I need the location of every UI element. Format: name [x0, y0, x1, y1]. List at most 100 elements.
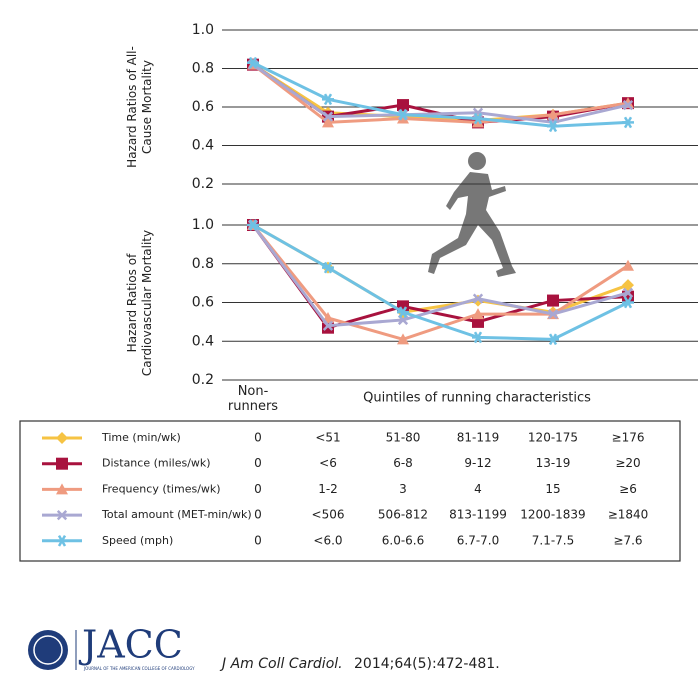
point-marker [472, 331, 484, 344]
marker-shape [547, 108, 559, 120]
y-tick-label: 0.4 [192, 138, 214, 154]
y-tick-label: 0.2 [192, 176, 214, 192]
legend-cell: ≥6 [619, 482, 637, 496]
marker-shape [322, 116, 334, 128]
legend-cell: 4 [474, 482, 482, 496]
marker-shape [323, 261, 333, 274]
point-marker [56, 534, 68, 547]
point-marker [322, 116, 334, 128]
series-line [252, 223, 629, 341]
marker-shape [56, 432, 68, 444]
citation: 2014;64(5):472-481. [354, 656, 500, 672]
legend-cell: 3 [399, 482, 407, 496]
marker-shape [397, 333, 409, 345]
series-line [251, 224, 629, 341]
point-marker [56, 509, 68, 521]
marker-shape [398, 306, 408, 319]
point-marker [547, 308, 559, 320]
point-marker [397, 112, 409, 124]
marker-shape [548, 333, 558, 346]
logo-text: JACC [78, 623, 183, 667]
legend-cell: <506 [312, 508, 345, 522]
y-tick-label: 0.6 [192, 295, 214, 311]
legend-cell: 0 [254, 431, 262, 445]
legend-cell: 0 [254, 456, 262, 470]
y-tick-label: 0.6 [192, 99, 214, 115]
legend-cell: 1200-1839 [520, 508, 585, 522]
marker-shape [56, 457, 68, 470]
logo-emblem [33, 635, 63, 665]
point-marker [472, 308, 484, 320]
marker-shape [622, 259, 634, 271]
point-marker [322, 93, 334, 106]
legend-cell: 13-19 [536, 456, 571, 470]
legend-label: Frequency (times/wk) [102, 482, 221, 495]
point-marker [397, 306, 409, 319]
series-line [252, 63, 629, 124]
legend-cell: ≥1840 [608, 508, 649, 522]
legend-cell: 51-80 [386, 431, 421, 445]
legend-label: Time (min/wk) [101, 431, 181, 444]
runner-silhouette [428, 152, 516, 277]
marker-shape [548, 120, 558, 133]
point-marker [247, 56, 259, 69]
y-tick-label: 0.8 [192, 256, 214, 272]
point-marker [397, 108, 409, 121]
marker-shape [248, 56, 258, 69]
citation-journal: J Am Coll Cardiol. [219, 656, 343, 672]
marker-shape [57, 534, 67, 547]
marker-shape [623, 296, 633, 309]
legend-label: Distance (miles/wk) [102, 457, 211, 470]
point-marker [322, 111, 334, 122]
point-marker [56, 432, 68, 444]
y-tick-label: 0.2 [192, 372, 214, 388]
marker-shape [248, 219, 258, 231]
point-marker [622, 287, 634, 298]
legend-box [19, 420, 681, 562]
legend-cell: 0 [254, 533, 262, 547]
point-marker [472, 112, 484, 125]
legend-cell: 7.1-7.5 [532, 533, 575, 547]
marker-shape [472, 308, 484, 320]
y-axis-label: Hazard Ratios of Cardiovascular Mortalit… [125, 229, 154, 376]
x-tick-label: Non-runners [227, 384, 279, 414]
marker-shape [56, 509, 68, 521]
legend-cell: <6 [319, 456, 337, 470]
marker-shape [322, 320, 334, 331]
point-marker [547, 333, 559, 346]
legend-cell: 506-812 [378, 508, 428, 522]
marker-shape [473, 112, 483, 125]
marker-shape [322, 111, 334, 122]
marker-shape [472, 293, 484, 304]
point-marker [547, 120, 559, 133]
marker-shape [397, 99, 409, 112]
legend-cell: 9-12 [464, 456, 491, 470]
marker-shape [398, 108, 408, 121]
marker-shape [622, 287, 634, 298]
y-axis-label: Hazard Ratios of All-Cause Mortality [125, 46, 154, 168]
y-tick-label: 1.0 [192, 217, 214, 233]
point-marker [322, 320, 334, 331]
point-marker [472, 293, 484, 304]
point-marker [472, 294, 484, 307]
point-marker [56, 483, 68, 495]
point-marker [622, 116, 634, 129]
series-line [251, 224, 629, 330]
legend-cell: 0 [254, 482, 262, 496]
marker-shape [323, 93, 333, 106]
marker-shape [397, 112, 409, 124]
marker-shape [472, 116, 484, 128]
marker-shape [472, 294, 484, 307]
marker-shape [547, 294, 559, 307]
point-marker [547, 108, 559, 120]
point-marker [322, 261, 334, 274]
legend-cell: 6-8 [393, 456, 413, 470]
legend-cell: 81-119 [457, 431, 500, 445]
legend-cell: 6.7-7.0 [457, 533, 500, 547]
legend-cell: 6.0-6.6 [382, 533, 425, 547]
point-marker [397, 99, 409, 112]
point-marker [547, 294, 559, 307]
y-tick-label: 1.0 [192, 22, 214, 38]
